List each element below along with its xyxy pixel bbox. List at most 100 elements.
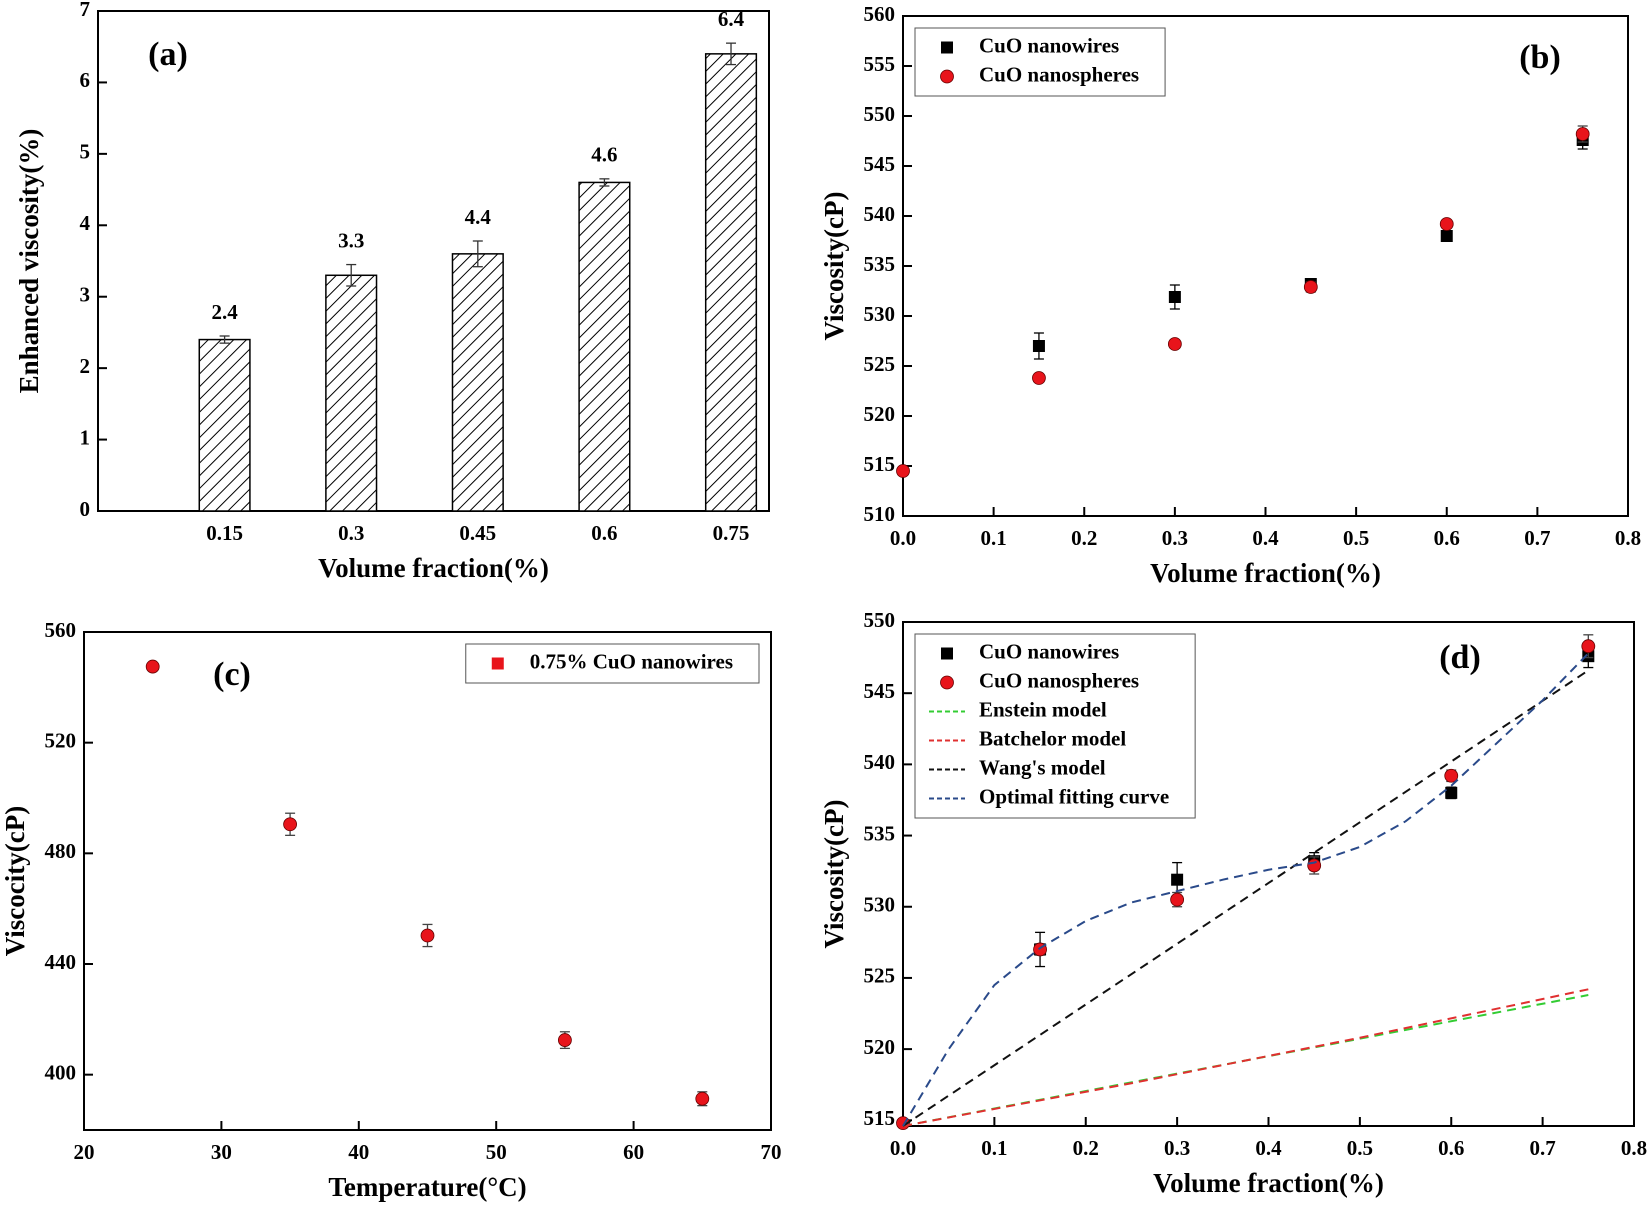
x-tick-label: 0.1 <box>981 526 1007 550</box>
point <box>1167 337 1182 351</box>
y-axis-title: Enhanced viscosity(%) <box>14 129 44 394</box>
y-tick-label: 3 <box>80 283 91 307</box>
y-tick-label: 5 <box>80 140 91 164</box>
x-tick-label: 20 <box>74 1140 95 1164</box>
x-tick-label: 0.2 <box>1073 1136 1099 1160</box>
y-tick-label: 545 <box>864 679 896 703</box>
y-tick-label: 400 <box>45 1060 77 1084</box>
x-tick-label: 0.0 <box>890 526 916 550</box>
x-tick-label: 0.15 <box>206 521 243 545</box>
bar-annotation: 6.4 <box>718 7 745 31</box>
point <box>1171 873 1184 886</box>
error-bar <box>599 178 610 187</box>
panel: 0 1 2 3 4 5 6 7 Volume fraction(%) Enhanced visco… <box>14 0 770 583</box>
point <box>1032 371 1046 385</box>
legend-sample <box>941 647 953 660</box>
legend-sample <box>941 41 953 54</box>
y-tick-label: 550 <box>864 608 896 632</box>
point <box>1307 858 1322 873</box>
panel: 510 515 520 525 530 535 540 545 550 555 560 0.0 0.1 0… <box>819 2 1641 588</box>
x-tick-label: 0.1 <box>981 1136 1007 1160</box>
model-line <box>902 652 1590 1127</box>
legend: CuO nanowires CuO nanospheres <box>914 27 1166 97</box>
error-bar <box>219 335 230 344</box>
legend-label: 0.75% CuO nanowires <box>530 649 733 673</box>
panel-label: (b) <box>1519 39 1561 76</box>
panel: 400 440 480 520 560 20 30 40 50 60 70 Temperature(°… <box>0 618 781 1202</box>
legend-box <box>914 27 1166 97</box>
bar-annotation: 4.4 <box>465 205 492 229</box>
x-tick-label: 0.5 <box>1343 526 1369 550</box>
panel-label: (d) <box>1439 639 1481 676</box>
legend-label: CuO nanowires <box>979 33 1119 57</box>
legend: CuO nanowires CuO nanospheres Enstein mode… <box>914 633 1196 819</box>
bar <box>578 181 631 512</box>
y-tick-label: 530 <box>864 302 896 326</box>
legend-label: CuO nanowires <box>979 639 1119 663</box>
model-line <box>902 669 1589 1127</box>
plot-frame <box>83 631 772 1131</box>
x-tick-label: 0.2 <box>1071 526 1097 550</box>
x-tick-label: 0.7 <box>1530 1136 1556 1160</box>
x-tick-label: 0.6 <box>591 521 617 545</box>
y-tick-label: 7 <box>80 0 91 21</box>
x-tick-label: 60 <box>623 1140 644 1164</box>
y-tick-label: 510 <box>864 502 896 526</box>
x-tick-label: 30 <box>211 1140 232 1164</box>
legend-sample <box>940 675 954 690</box>
y-tick-label: 515 <box>864 452 896 476</box>
bar <box>198 338 251 512</box>
panel-label: (a) <box>148 36 188 73</box>
y-tick-label: 555 <box>864 52 896 76</box>
error-bar <box>472 240 483 268</box>
x-axis-title: Volume fraction(%) <box>1150 558 1381 588</box>
y-tick-label: 0 <box>80 497 91 521</box>
bar-annotation: 2.4 <box>211 300 238 324</box>
x-axis-title: Volume fraction(%) <box>318 553 549 583</box>
point <box>1444 768 1459 783</box>
bar <box>451 253 504 512</box>
x-tick-label: 0.6 <box>1434 526 1460 550</box>
point <box>1581 639 1596 654</box>
legend-sample <box>491 657 504 670</box>
x-tick-label: 0.4 <box>1255 1136 1282 1160</box>
point <box>896 464 910 478</box>
y-tick-label: 520 <box>864 1035 896 1059</box>
x-tick-label: 0.45 <box>459 521 496 545</box>
y-tick-label: 480 <box>45 839 77 863</box>
y-tick-label: 4 <box>80 211 91 235</box>
y-tick-label: 560 <box>864 2 896 26</box>
point <box>1439 217 1454 231</box>
panel-label: (c) <box>213 656 251 693</box>
y-tick-label: 540 <box>864 202 896 226</box>
x-tick-label: 40 <box>348 1140 369 1164</box>
point <box>1303 280 1318 294</box>
legend-label: Enstein model <box>979 697 1107 721</box>
point <box>1575 127 1590 141</box>
legend-label: CuO nanospheres <box>979 62 1139 86</box>
point <box>145 659 160 674</box>
x-tick-label: 0.4 <box>1252 526 1279 550</box>
y-tick-label: 535 <box>864 252 896 276</box>
bar-annotation: 3.3 <box>338 228 364 252</box>
y-axis-title: Viscocity(cP) <box>0 806 30 956</box>
y-tick-label: 530 <box>864 893 896 917</box>
x-tick-label: 50 <box>486 1140 507 1164</box>
point <box>1168 291 1181 303</box>
y-tick-label: 550 <box>864 102 896 126</box>
point <box>420 928 435 943</box>
x-tick-label: 0.7 <box>1524 526 1550 550</box>
legend-label: Wang's model <box>979 755 1106 779</box>
legend: 0.75% CuO nanowires <box>465 643 760 684</box>
x-tick-label: 0.6 <box>1438 1136 1464 1160</box>
x-tick-label: 0.0 <box>890 1136 916 1160</box>
y-tick-label: 2 <box>80 354 91 378</box>
bar <box>325 274 378 512</box>
point <box>1032 340 1045 352</box>
y-tick-label: 540 <box>864 750 896 774</box>
bar-annotation: 4.6 <box>591 143 617 167</box>
legend-box <box>914 633 1196 819</box>
x-tick-label: 0.75 <box>713 521 750 545</box>
x-tick-label: 0.3 <box>338 521 364 545</box>
